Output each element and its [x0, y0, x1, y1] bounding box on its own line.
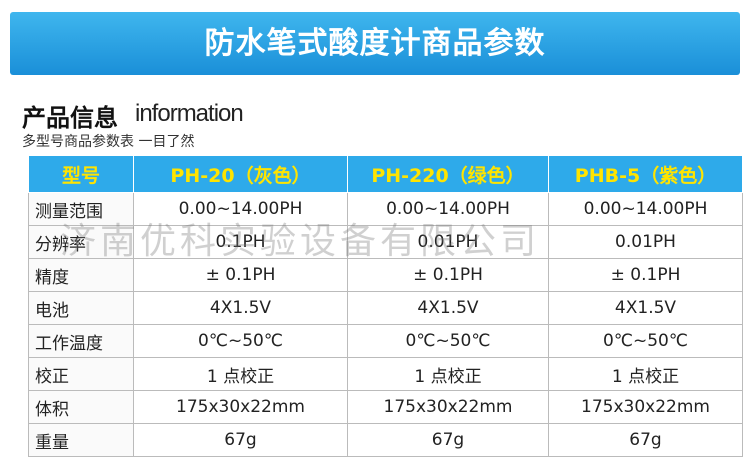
- cell: 175x30x22mm: [347, 390, 549, 424]
- table-row: 精度 ± 0.1PH ± 0.1PH ± 0.1PH: [28, 258, 743, 292]
- cell: 4X1.5V: [548, 291, 743, 325]
- cell: 0.01PH: [548, 225, 743, 259]
- header-cell: PH-20（灰色）: [133, 155, 348, 193]
- table-row: 工作温度 0℃~50℃ 0℃~50℃ 0℃~50℃: [28, 324, 743, 358]
- header-cell: PH-220（绿色）: [347, 155, 549, 193]
- cell: 0.00~14.00PH: [548, 192, 743, 226]
- row-label: 精度: [28, 258, 134, 292]
- cell: 67g: [133, 423, 348, 457]
- header-cell: PHB-5（紫色）: [548, 155, 743, 193]
- table-row: 体积 175x30x22mm 175x30x22mm 175x30x22mm: [28, 390, 743, 424]
- cell: ± 0.1PH: [347, 258, 549, 292]
- row-label: 测量范围: [28, 192, 134, 226]
- row-label: 分辨率: [28, 225, 134, 259]
- table-row: 测量范围 0.00~14.00PH 0.00~14.00PH 0.00~14.00PH: [28, 192, 743, 226]
- table-row: 分辨率 0.1PH 0.01PH 0.01PH: [28, 225, 743, 259]
- section-title-en: information: [135, 100, 244, 127]
- table-row: 校正 1 点校正 1 点校正 1 点校正: [28, 357, 743, 391]
- row-label: 重量: [28, 423, 134, 457]
- cell: 0.01PH: [347, 225, 549, 259]
- cell: 0℃~50℃: [548, 324, 743, 358]
- cell: 175x30x22mm: [133, 390, 348, 424]
- cell: ± 0.1PH: [133, 258, 348, 292]
- cell: 0.00~14.00PH: [133, 192, 348, 226]
- cell: 0.1PH: [133, 225, 348, 259]
- header-row: 型号 PH-20（灰色） PH-220（绿色） PHB-5（紫色）: [28, 155, 743, 193]
- spec-table: 型号 PH-20（灰色） PH-220（绿色） PHB-5（紫色） 测量范围 0.00~1…: [28, 155, 743, 457]
- cell: 0℃~50℃: [347, 324, 549, 358]
- table-row: 电池 4X1.5V 4X1.5V 4X1.5V: [28, 291, 743, 325]
- cell: 4X1.5V: [347, 291, 549, 325]
- cell: 0.00~14.00PH: [347, 192, 549, 226]
- cell: 175x30x22mm: [548, 390, 743, 424]
- cell: 1 点校正: [548, 357, 743, 391]
- section-title: 产品信息: [22, 104, 118, 132]
- section-subtitle: 多型号商品参数表 一目了然: [22, 134, 195, 150]
- row-label: 校正: [28, 357, 134, 391]
- row-label: 工作温度: [28, 324, 134, 358]
- banner-title: 防水笔式酸度计商品参数: [10, 12, 740, 75]
- row-label: 体积: [28, 390, 134, 424]
- cell: 0℃~50℃: [133, 324, 348, 358]
- cell: 67g: [347, 423, 549, 457]
- cell: 4X1.5V: [133, 291, 348, 325]
- cell: 1 点校正: [133, 357, 348, 391]
- row-label: 电池: [28, 291, 134, 325]
- cell: ± 0.1PH: [548, 258, 743, 292]
- header-cell: 型号: [28, 155, 134, 193]
- cell: 1 点校正: [347, 357, 549, 391]
- cell: 67g: [548, 423, 743, 457]
- table-row: 重量 67g 67g 67g: [28, 423, 743, 457]
